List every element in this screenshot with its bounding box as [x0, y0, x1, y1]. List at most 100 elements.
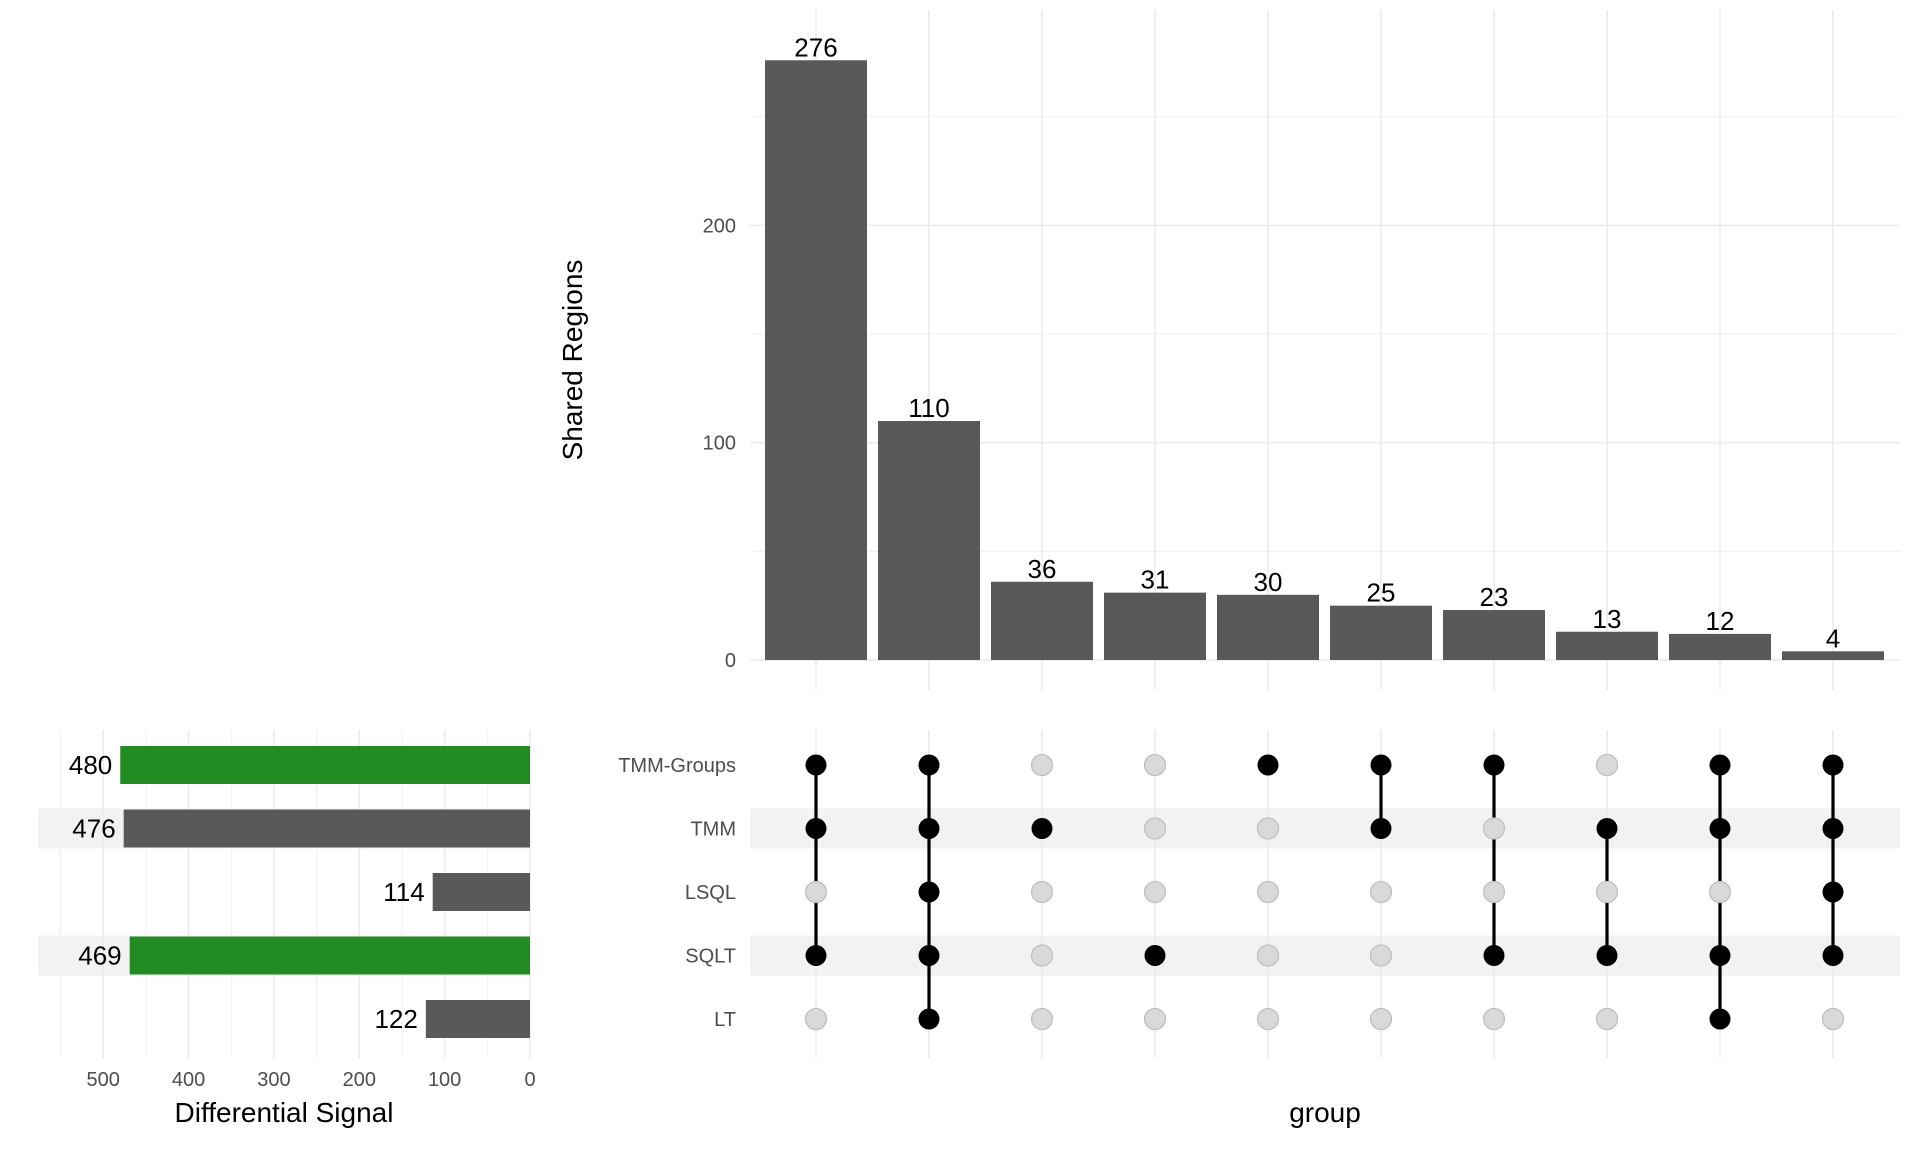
matrix-dot-active	[1483, 945, 1505, 966]
set-size-bar-label: 476	[72, 814, 115, 844]
matrix-dot-inactive	[1256, 1007, 1280, 1031]
intersection-y-ticks: 0 100 200	[703, 215, 736, 672]
matrix-dot-inactive	[1482, 880, 1506, 904]
matrix-dot-active	[1144, 945, 1166, 966]
set-name-label: LT	[714, 1009, 736, 1031]
intersection-bar	[1330, 605, 1432, 660]
y-tick-label: 0	[725, 650, 736, 672]
x-axis-title: group	[1289, 1097, 1361, 1128]
set-size-bar-label: 480	[69, 750, 112, 780]
matrix-dot-active	[1709, 754, 1731, 776]
matrix-dot-inactive	[1482, 817, 1506, 840]
matrix-dot-active	[1370, 818, 1392, 839]
matrix-dot-inactive	[1708, 880, 1732, 904]
matrix-dot-inactive	[804, 880, 828, 904]
set-size-bar-label: 114	[383, 877, 424, 907]
set-size-bar-label: 122	[374, 1004, 417, 1034]
matrix-dot-active	[918, 945, 940, 966]
matrix-dot-active	[918, 1008, 940, 1030]
y-tick-label: 100	[703, 433, 736, 455]
set-size-x-tick-label: 200	[343, 1069, 376, 1091]
matrix-dot-active	[1709, 818, 1731, 839]
matrix-dot-active	[1483, 754, 1505, 776]
intersection-bar-label: 30	[1254, 567, 1283, 597]
set-size-axis-title: Differential Signal	[175, 1097, 394, 1128]
matrix-dot-active	[1822, 945, 1844, 966]
matrix-dot-active	[918, 754, 940, 776]
intersection-bar-label: 36	[1028, 554, 1057, 584]
set-name-label: TMM-Groups	[618, 755, 736, 777]
matrix-dot-inactive	[1595, 753, 1619, 777]
matrix-dot-inactive	[1030, 1007, 1054, 1031]
matrix-dot-inactive	[1256, 817, 1280, 840]
matrix-dot-active	[918, 881, 940, 903]
matrix-dot-inactive	[1482, 1007, 1506, 1031]
matrix-dot-inactive	[1369, 880, 1393, 904]
matrix-dot-active	[1257, 754, 1279, 776]
matrix-dot-inactive	[1821, 1007, 1845, 1031]
intersection-matrix	[804, 753, 1845, 1031]
intersection-bar	[991, 581, 1093, 660]
matrix-dot-inactive	[1595, 1007, 1619, 1031]
matrix-dot-active	[1031, 818, 1053, 839]
intersection-bar-label: 12	[1706, 606, 1735, 636]
intersection-bar-label: 31	[1141, 565, 1170, 595]
matrix-dot-inactive	[1143, 1007, 1167, 1031]
set-size-bar	[120, 746, 530, 784]
matrix-dot-active	[1822, 754, 1844, 776]
intersection-bar	[1217, 594, 1319, 660]
intersection-bar-label: 276	[794, 32, 837, 62]
matrix-dot-inactive	[1030, 944, 1054, 967]
set-size-x-tick-label: 400	[172, 1069, 205, 1091]
matrix-dot-inactive	[1030, 880, 1054, 904]
matrix-dot-inactive	[804, 1007, 828, 1031]
matrix-dot-active	[918, 818, 940, 839]
intersection-bar-labels: 276 110 36 31 30 25 23 13 12 4	[794, 32, 1840, 653]
intersection-bar-label: 110	[908, 393, 949, 423]
matrix-dot-inactive	[1595, 880, 1619, 904]
set-name-label: TMM	[690, 819, 736, 841]
set-size-bar	[129, 936, 530, 975]
matrix-row-stripe	[750, 808, 1900, 849]
intersection-bar	[1443, 610, 1545, 660]
matrix-dot-inactive	[1030, 753, 1054, 777]
intersection-bars	[765, 60, 1884, 660]
set-size-bar-label: 469	[78, 941, 121, 971]
set-size-x-tick-label: 300	[257, 1069, 290, 1091]
intersection-bar	[878, 420, 980, 660]
intersection-bar-label: 23	[1480, 582, 1509, 612]
intersection-bar-label: 25	[1367, 578, 1396, 608]
matrix-dot-inactive	[1143, 880, 1167, 904]
set-size-x-tick-label: 100	[428, 1069, 461, 1091]
matrix-dot-active	[805, 818, 827, 839]
gridlines	[59, 10, 1900, 1058]
intersection-bar-label: 4	[1826, 623, 1840, 653]
matrix-dot-inactive	[1256, 944, 1280, 967]
matrix-dot-active	[1370, 754, 1392, 776]
set-name-labels: TMM-Groups TMM LSQL SQLT LT	[618, 755, 736, 1031]
set-size-x-tick-label: 0	[524, 1069, 535, 1091]
matrix-dot-active	[805, 754, 827, 776]
matrix-dot-inactive	[1143, 753, 1167, 777]
intersection-bar	[1669, 633, 1771, 660]
set-name-label: LSQL	[685, 882, 736, 904]
set-size-bar	[432, 873, 530, 911]
matrix-row-stripe	[750, 935, 1900, 976]
y-tick-label: 200	[703, 215, 736, 237]
set-size-bar	[425, 1000, 530, 1038]
set-size-bar	[123, 809, 530, 848]
intersection-bar	[1556, 631, 1658, 660]
matrix-dot-active	[805, 945, 827, 966]
matrix-dot-active	[1822, 881, 1844, 903]
matrix-dot-active	[1596, 818, 1618, 839]
matrix-dot-inactive	[1256, 880, 1280, 904]
set-name-label: SQLT	[685, 946, 736, 968]
intersection-bar	[1104, 592, 1206, 660]
matrix-dot-active	[1596, 945, 1618, 966]
intersection-bar	[765, 60, 867, 660]
y-axis-title: Shared Regions	[557, 260, 588, 461]
set-size-bars	[120, 746, 530, 1038]
matrix-dot-inactive	[1369, 1007, 1393, 1031]
matrix-dot-inactive	[1143, 817, 1167, 840]
